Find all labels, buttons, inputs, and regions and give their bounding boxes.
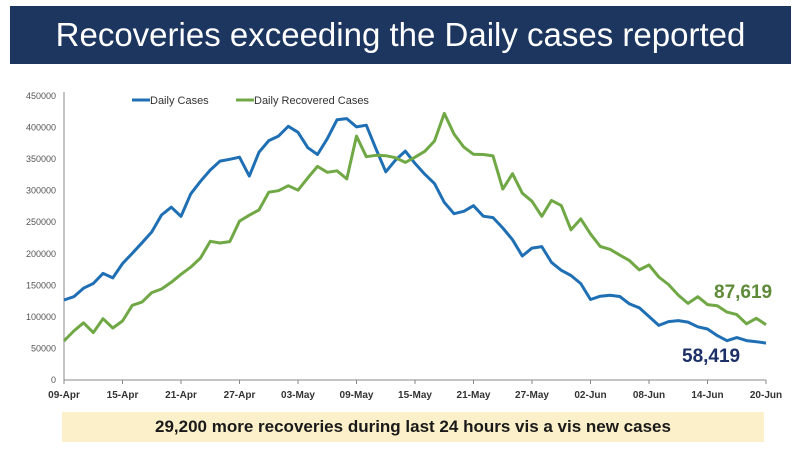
y-tick-label: 100000	[26, 312, 56, 322]
x-tick-label: 14-Jun	[691, 390, 723, 401]
x-tick-label: 03-May	[281, 390, 315, 401]
y-tick-label: 50000	[31, 343, 56, 353]
x-tick-label: 21-Apr	[165, 390, 197, 401]
x-tick-label: 20-Jun	[750, 390, 782, 401]
x-tick-label: 02-Jun	[574, 390, 606, 401]
y-tick-label: 150000	[26, 280, 56, 290]
x-tick-label: 09-Apr	[48, 390, 80, 401]
end-value-label: 58,419	[682, 346, 740, 367]
y-tick-label: 0	[51, 375, 56, 385]
end-value-label: 87,619	[714, 282, 772, 303]
y-tick-label: 400000	[26, 123, 56, 133]
x-tick-label: 09-May	[340, 390, 374, 401]
series-line-cases	[63, 117, 767, 345]
y-tick-label: 450000	[26, 91, 56, 101]
y-tick-label: 200000	[26, 249, 56, 259]
x-tick-label: 27-May	[515, 390, 549, 401]
y-tick-label: 300000	[26, 186, 56, 196]
x-tick-label: 27-Apr	[224, 390, 256, 401]
y-tick-label: 250000	[26, 217, 56, 227]
series-line-recovered	[62, 111, 767, 342]
y-tick-label: 350000	[26, 154, 56, 164]
x-tick-label: 08-Jun	[633, 390, 665, 401]
legend-label: Daily Cases	[150, 95, 209, 107]
x-tick-label: 15-May	[398, 390, 432, 401]
x-tick-label: 15-Apr	[107, 390, 139, 401]
x-tick-label: 21-May	[457, 390, 491, 401]
summary-banner: 29,200 more recoveries during last 24 ho…	[62, 412, 764, 442]
legend-label: Daily Recovered Cases	[254, 95, 369, 107]
chart-title: Recoveries exceeding the Daily cases rep…	[10, 6, 791, 64]
